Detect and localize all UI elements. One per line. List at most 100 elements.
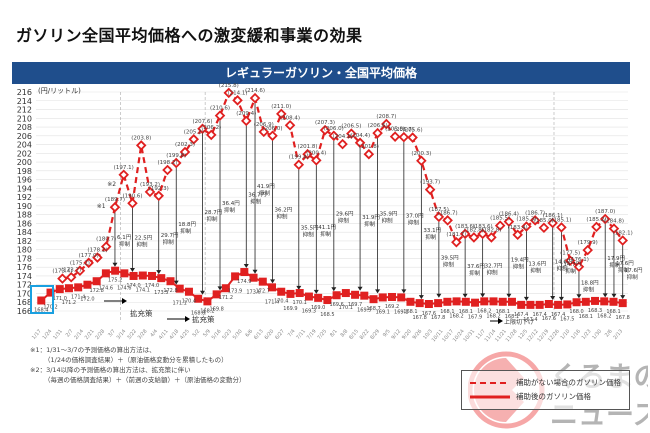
dashed-series-point	[205, 129, 217, 141]
dashed-series-point	[214, 110, 226, 121]
dashed-data-label: (183.6)	[455, 224, 475, 230]
dashed-series-point	[477, 228, 488, 240]
suppression-amount: 31.9円	[362, 214, 380, 221]
solid-data-label: 168.5	[320, 312, 334, 318]
solid-series-point	[341, 289, 350, 298]
dashed-data-label: (183.6)	[473, 224, 493, 230]
dashed-series-point	[529, 215, 541, 226]
suppression-amount: 36.7円	[248, 191, 266, 198]
dashed-data-label: (201.8)	[298, 144, 318, 150]
suppression-unit: 抑制	[180, 227, 192, 235]
dashed-series-point	[363, 148, 375, 160]
drop-arrow-icon	[313, 289, 319, 294]
y-tick-label: 170	[17, 289, 32, 298]
solid-data-label: 169.5	[357, 308, 371, 314]
dashed-series-point	[83, 257, 94, 269]
dashed-series-point	[135, 140, 147, 151]
note-line-1: ※1：1/31～3/7の予測価格の算出方法は、	[30, 346, 156, 354]
solid-series-point	[378, 293, 387, 302]
solid-data-label: 168.4	[34, 307, 48, 313]
dashed-data-label: (178.2)	[87, 248, 107, 254]
expansion-arrow-2	[167, 316, 190, 322]
x-tick-label: 12/26	[547, 328, 561, 343]
drop-arrow-icon	[112, 262, 118, 267]
dashed-series-point	[608, 223, 620, 234]
solid-data-label: 172.8	[89, 288, 103, 294]
solid-series-point	[46, 288, 55, 297]
solid-series-point	[406, 297, 415, 306]
x-axis: 1/171/241/31 2/72/142/212/28 3/73/143/223/…	[31, 328, 624, 343]
solid-series-point	[517, 300, 526, 309]
solid-series-point	[92, 277, 101, 286]
suppression-unit: 抑制	[259, 189, 271, 197]
solid-data-label: 167.4	[532, 312, 546, 318]
dashed-data-label: (176.1)	[569, 257, 589, 263]
y-tick-label: 204	[17, 141, 32, 150]
dashed-series-point	[354, 137, 366, 149]
solid-series-line	[40, 269, 623, 306]
dashed-data-label: (173.7)	[61, 267, 81, 273]
dashed-series-point	[57, 273, 68, 284]
dashed-data-label: (208.7)	[376, 114, 396, 120]
solid-series-point	[572, 298, 581, 307]
solid-series-point	[277, 287, 286, 296]
dashed-series-point	[179, 146, 191, 158]
dashed-series-point	[284, 120, 296, 131]
dashed-series-point	[276, 108, 287, 120]
solid-series-point	[231, 272, 240, 281]
solid-data-label: 171.1	[173, 301, 187, 307]
dashed-series-point	[223, 87, 235, 99]
solid-data-label: 167.4	[514, 312, 528, 318]
x-tick-label: 3/7	[107, 328, 117, 338]
cap-lowered-arrow	[490, 318, 503, 324]
dashed-data-label: (208.4)	[280, 115, 300, 121]
solid-series-point	[609, 297, 618, 306]
x-tick-label: 7/19	[306, 328, 318, 340]
solid-series-point	[314, 293, 323, 302]
dashed-series-point	[232, 95, 243, 106]
suppression-unit: 抑制	[338, 217, 350, 225]
cap-lowered-label: 上限切下げ	[504, 318, 534, 326]
suppression-amount: 17.6円	[625, 267, 643, 274]
dashed-data-label: (193.7)	[420, 180, 440, 186]
suppression-unit: 抑制	[443, 260, 455, 268]
dashed-series-point	[556, 222, 567, 233]
dashed-series-point	[416, 155, 427, 167]
solid-series-point	[212, 290, 221, 299]
dashed-data-label: (185.0)	[534, 218, 554, 224]
dashed-series-point	[293, 159, 305, 170]
suppression-unit: 抑制	[487, 269, 499, 277]
suppression-amount: 41.9円	[257, 183, 275, 190]
x-tick-label: 8/15	[348, 328, 360, 340]
x-tick-label: 2/21	[84, 328, 96, 340]
solid-series-point	[120, 269, 129, 278]
dashed-series-point	[503, 216, 515, 227]
dashed-data-label: (173.4)	[52, 269, 72, 275]
dashed-series-point	[170, 157, 182, 169]
suppression-unit: 抑制	[557, 264, 569, 272]
x-tick-label: 4/18	[168, 328, 180, 340]
chart-banner: レギュラーガソリン・全国平均価格	[12, 62, 630, 84]
drop-arrow-icon	[602, 293, 608, 298]
dashed-data-label: (186.7)	[438, 210, 458, 216]
y-tick-label: 184	[17, 228, 32, 237]
solid-data-label: 170.2	[43, 305, 57, 311]
suppression-amount: 6.1円	[117, 234, 132, 241]
drop-arrow-icon	[418, 295, 424, 300]
solid-series-point	[507, 297, 516, 306]
dashed-data-label: (207.3)	[315, 120, 335, 126]
suppression-drop-lines	[112, 102, 626, 301]
x-tick-label: 1/24	[42, 328, 54, 340]
x-tick-label: 9/20	[401, 328, 413, 340]
page-title: ガソリン全国平均価格への激変緩和事業の効果	[16, 26, 363, 45]
suppression-amount: 28.7円	[205, 209, 223, 216]
suppression-amount: 41.1円	[318, 224, 336, 231]
y-tick-label: 210	[17, 114, 32, 123]
dashed-data-label: (185.2)	[586, 217, 606, 223]
drop-arrow-icon	[436, 293, 442, 298]
solid-data-label: 170.1	[293, 300, 307, 306]
suppression-amount: 22.5円	[134, 235, 152, 242]
x-tick-label: 10/31	[462, 328, 476, 343]
solid-series-point	[535, 300, 544, 309]
